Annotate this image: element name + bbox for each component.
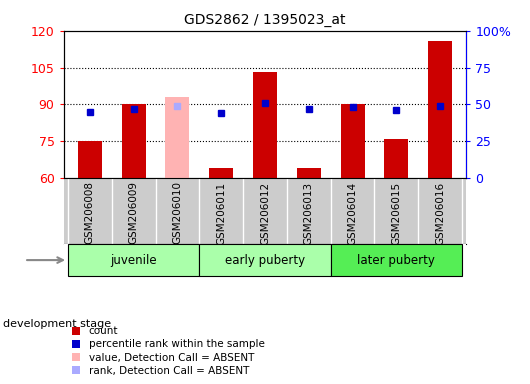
Legend: count, percentile rank within the sample, value, Detection Call = ABSENT, rank, : count, percentile rank within the sample… bbox=[69, 323, 268, 379]
Bar bbox=[340, 104, 365, 178]
Text: GSM206012: GSM206012 bbox=[260, 182, 270, 245]
Text: development stage: development stage bbox=[3, 319, 111, 329]
Text: GSM206008: GSM206008 bbox=[85, 182, 95, 245]
Text: GSM206010: GSM206010 bbox=[172, 182, 182, 245]
Text: later puberty: later puberty bbox=[357, 253, 435, 266]
Bar bbox=[121, 104, 146, 178]
Bar bbox=[78, 141, 102, 178]
Text: GSM206014: GSM206014 bbox=[348, 182, 358, 245]
Text: GSM206011: GSM206011 bbox=[216, 182, 226, 245]
Text: GSM206015: GSM206015 bbox=[391, 182, 401, 245]
Bar bbox=[331, 244, 462, 276]
Bar bbox=[384, 139, 409, 178]
Bar bbox=[209, 168, 233, 178]
Bar bbox=[199, 244, 331, 276]
Text: GSM206016: GSM206016 bbox=[435, 182, 445, 245]
Bar bbox=[165, 97, 189, 178]
Text: juvenile: juvenile bbox=[110, 253, 157, 266]
Bar bbox=[253, 73, 277, 178]
Title: GDS2862 / 1395023_at: GDS2862 / 1395023_at bbox=[184, 13, 346, 27]
Text: GSM206013: GSM206013 bbox=[304, 182, 314, 245]
Bar bbox=[428, 41, 452, 178]
Bar bbox=[297, 168, 321, 178]
Text: early puberty: early puberty bbox=[225, 253, 305, 266]
Bar bbox=[68, 244, 199, 276]
Text: GSM206009: GSM206009 bbox=[129, 182, 139, 245]
